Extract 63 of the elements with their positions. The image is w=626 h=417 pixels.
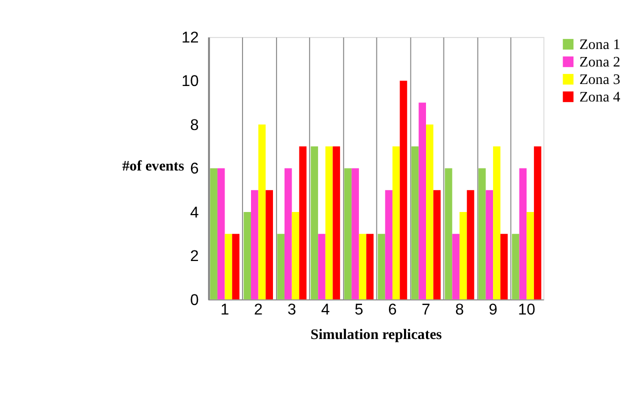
- y-tick-label: 0: [190, 292, 200, 309]
- bar: [478, 168, 486, 300]
- bar: [292, 212, 300, 300]
- bar: [433, 190, 441, 300]
- x-tick-label: 5: [354, 302, 364, 319]
- bar: [392, 146, 400, 300]
- y-axis-title: #of events: [122, 158, 185, 175]
- bar: [378, 234, 386, 300]
- y-tick-label: 4: [190, 204, 200, 222]
- bar: [344, 168, 352, 300]
- bar: [244, 212, 251, 300]
- bar: [366, 234, 374, 300]
- bar: [310, 146, 318, 300]
- bar: [526, 212, 534, 300]
- bar: [500, 234, 508, 300]
- bar: [486, 190, 494, 300]
- bar: [217, 168, 225, 300]
- bar: [299, 146, 307, 300]
- y-tick-label: 6: [190, 160, 199, 178]
- legend-label: Zona 3: [579, 72, 620, 88]
- bar: [460, 212, 467, 300]
- x-axis-title: Simulation replicates: [310, 326, 442, 343]
- legend-label: Zona 2: [579, 54, 620, 71]
- bar: [426, 124, 434, 300]
- bar: [452, 234, 460, 300]
- bar: [352, 168, 359, 300]
- bar: [358, 234, 366, 300]
- x-tick-label: 4: [321, 302, 330, 319]
- bar: [418, 102, 426, 300]
- x-tick-label: 2: [254, 302, 263, 319]
- bar: [284, 168, 292, 300]
- bar: [466, 190, 474, 300]
- bar: [385, 190, 392, 300]
- bar: [210, 168, 218, 300]
- legend-label: Zona 4: [579, 90, 621, 106]
- x-tick-label: 3: [288, 302, 296, 319]
- bar: [266, 190, 273, 300]
- bar: [232, 234, 240, 300]
- bar: [444, 168, 452, 300]
- bar: [512, 234, 520, 300]
- bar: [534, 146, 542, 300]
- x-tick-label: 10: [518, 302, 536, 319]
- bar: [493, 146, 500, 300]
- bar: [224, 234, 232, 300]
- bar: [258, 124, 266, 300]
- x-tick-label: 8: [455, 302, 464, 319]
- bar: [277, 234, 285, 300]
- y-tick-label: 10: [181, 73, 200, 90]
- legend-label: Zona 1: [579, 37, 620, 54]
- x-tick-label: 6: [388, 302, 397, 319]
- x-tick-label: 9: [488, 302, 498, 319]
- bar: [332, 146, 340, 300]
- y-tick-label: 8: [190, 116, 199, 134]
- y-tick-label: 12: [181, 29, 199, 46]
- bar: [325, 146, 333, 300]
- bar: [519, 168, 527, 300]
- bar: [400, 80, 408, 300]
- y-tick-label: 2: [190, 248, 199, 266]
- bar: [250, 190, 258, 300]
- bar: [318, 234, 326, 300]
- x-tick-label: 7: [422, 302, 430, 319]
- x-tick-label: 1: [220, 302, 230, 319]
- bar: [411, 146, 419, 300]
